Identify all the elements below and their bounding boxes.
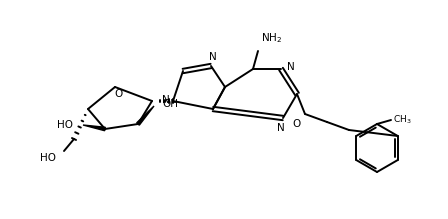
Text: O: O	[293, 119, 301, 129]
Text: HO: HO	[40, 153, 56, 163]
Polygon shape	[137, 106, 154, 125]
Text: N: N	[162, 95, 170, 105]
Text: N: N	[209, 52, 217, 62]
Text: NH$_2$: NH$_2$	[261, 31, 282, 45]
Text: CH$_3$: CH$_3$	[393, 114, 412, 126]
Polygon shape	[83, 125, 105, 131]
Text: HO: HO	[57, 120, 73, 130]
Text: OH: OH	[162, 99, 178, 109]
Text: O: O	[114, 89, 122, 99]
Text: N: N	[287, 62, 295, 72]
Text: N: N	[277, 123, 285, 133]
